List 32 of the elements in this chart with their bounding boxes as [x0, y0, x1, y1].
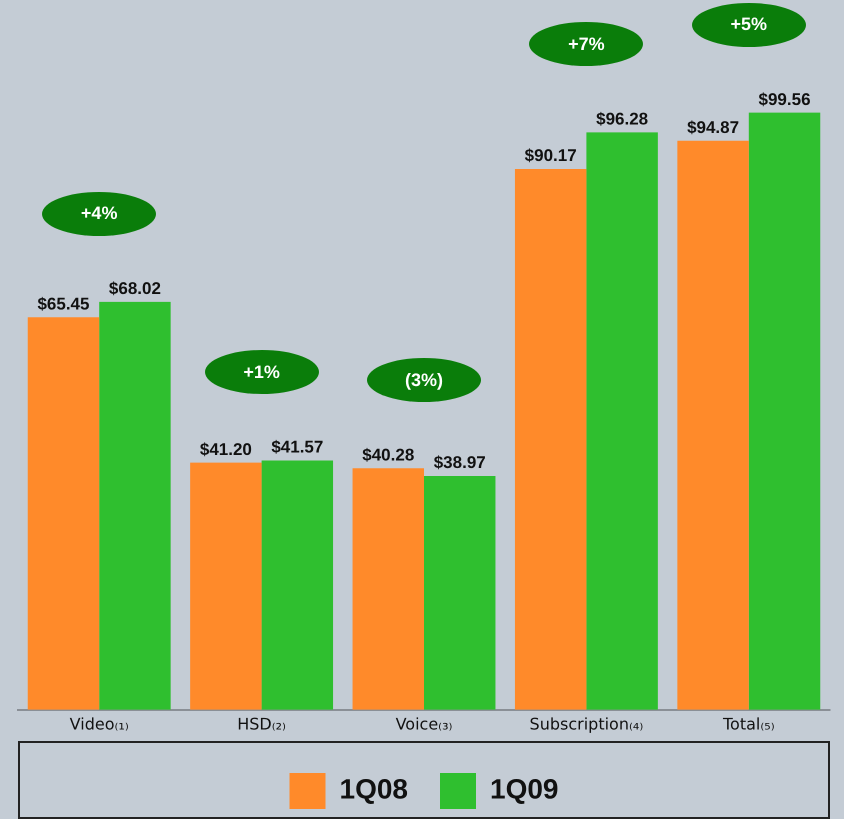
bar: [262, 460, 334, 710]
x-tick-label: Voice₍₃₎: [396, 714, 452, 734]
data-label: $90.17: [524, 146, 577, 166]
legend-label: 1Q08: [340, 774, 408, 805]
data-label: $41.20: [200, 440, 252, 459]
x-tick-label: Video₍₁₎: [70, 714, 129, 734]
data-label: $38.97: [434, 453, 486, 472]
oval-badge: +5%: [692, 2, 806, 47]
bar: [190, 462, 262, 710]
legend-label: 1Q09: [490, 774, 558, 805]
data-label: $40.28: [362, 445, 414, 464]
bar: [352, 468, 424, 710]
data-label: $94.87: [687, 118, 740, 137]
data-label: $65.45: [37, 294, 90, 314]
oval-badge: +4%: [42, 192, 156, 236]
data-label: $99.56: [758, 90, 811, 109]
x-tick-label: Subscription₍₄₎: [530, 714, 644, 734]
bar: [28, 317, 100, 710]
x-tick-label: HSD₍₂₎: [237, 714, 286, 734]
bar: [514, 168, 586, 710]
bar: [424, 476, 496, 710]
bar: [99, 302, 171, 710]
data-label: $68.02: [108, 279, 161, 298]
bar: [586, 132, 658, 710]
oval-badge: +1%: [204, 350, 319, 394]
x-tick-label: Total₍₅₎: [722, 714, 775, 734]
data-label: $96.28: [596, 110, 648, 128]
oval-badge: +7%: [529, 22, 644, 66]
data-label: $41.57: [271, 438, 324, 457]
bar: [677, 140, 749, 710]
bar: [748, 112, 820, 710]
oval-badge: (3%): [367, 358, 481, 402]
